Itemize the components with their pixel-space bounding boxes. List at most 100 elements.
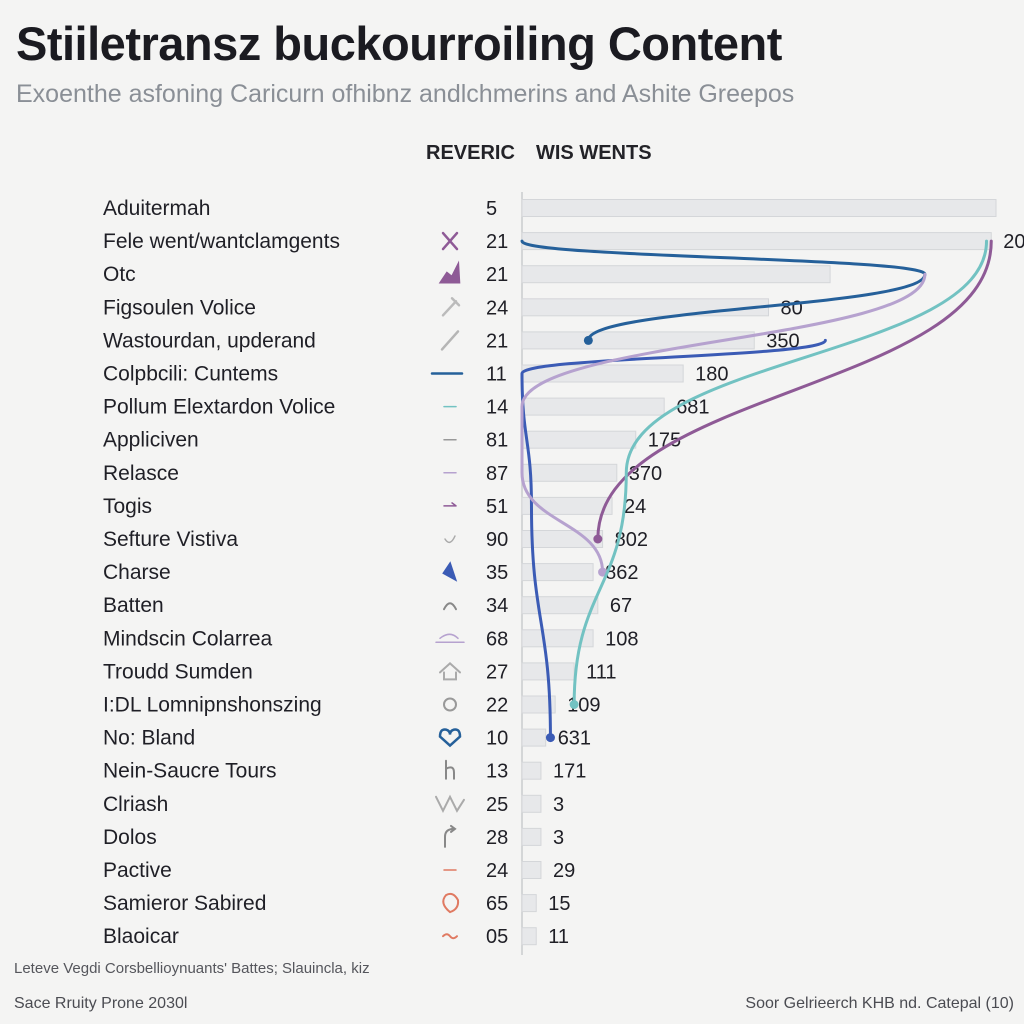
bar <box>521 232 992 251</box>
bar <box>521 629 594 648</box>
wins-value: 29 <box>553 860 575 882</box>
revenue-value: 25 <box>486 794 508 816</box>
bar <box>521 596 599 615</box>
category-label: Sefture Vistiva <box>103 528 238 551</box>
bar <box>521 463 618 482</box>
category-label: Nein-Saucre Tours <box>103 760 277 783</box>
wave-icon <box>435 633 465 644</box>
wins-value: 80 <box>780 297 802 319</box>
series-point <box>545 733 555 743</box>
wins-value: 3 <box>553 794 564 816</box>
series-point <box>593 534 603 544</box>
revenue-value: 10 <box>486 728 508 750</box>
tilde-icon <box>442 933 458 940</box>
wins-value: 175 <box>648 430 681 452</box>
revenue-value: 21 <box>486 264 508 286</box>
column-header-revenue: REVERIC <box>426 142 515 164</box>
category-label: Appliciven <box>103 429 199 452</box>
bar <box>521 430 637 449</box>
category-label: I:DL Lomnipnshonszing <box>103 694 322 717</box>
source-left: Sace Rruity Prone 2030l <box>14 995 188 1012</box>
footnote: Leteve Vegdi Corsbellioynuants' Battes; … <box>14 960 370 977</box>
category-label: Samieror Sabired <box>103 892 266 915</box>
series-point <box>569 700 579 709</box>
series-line <box>520 338 827 740</box>
chart-subtitle: Exoenthe asfoning Caricurn ofhibnz andlc… <box>16 80 795 108</box>
wins-value: 171 <box>553 761 586 783</box>
category-label: Otc <box>103 263 136 286</box>
category-label: Togis <box>103 495 152 518</box>
revenue-value: 87 <box>486 463 508 485</box>
category-label: Troudd Sumden <box>103 660 253 683</box>
revenue-value: 05 <box>486 926 508 948</box>
wins-value: 631 <box>558 728 591 750</box>
revenue-value: 11 <box>486 364 507 386</box>
heart-icon <box>438 728 462 748</box>
revenue-value: 65 <box>486 893 508 915</box>
wins-value: 180 <box>695 364 728 386</box>
revenue-value: 68 <box>486 628 508 650</box>
category-label: Figsoulen Volice <box>103 296 256 319</box>
category-label: Dolos <box>103 826 157 849</box>
circle-icon <box>443 697 457 712</box>
bar <box>521 496 613 515</box>
revenue-value: 21 <box>486 231 508 253</box>
revenue-value: 24 <box>486 860 508 882</box>
category-label: Fele went/wantclamgents <box>103 230 340 253</box>
loop-icon <box>442 892 460 914</box>
wins-value: 862 <box>605 562 638 584</box>
category-label: Clriash <box>103 793 168 816</box>
bar <box>521 695 556 714</box>
category-label: No: Bland <box>103 727 195 750</box>
category-label: Charse <box>103 561 171 584</box>
category-label: Pollum Elextardon Volice <box>103 396 335 419</box>
wins-value: 802 <box>615 529 648 551</box>
bar <box>521 861 542 879</box>
bar <box>521 199 997 217</box>
wins-value: 15 <box>548 893 570 915</box>
column-header-wins: WIS WENTS <box>536 142 652 164</box>
category-label: Mindscin Colarrea <box>103 627 273 650</box>
wins-value: 108 <box>605 628 638 650</box>
series-point <box>583 335 593 345</box>
wins-value: 370 <box>629 463 662 485</box>
revenue-value: 28 <box>486 827 508 849</box>
category-label: Wastourdan, upderand <box>103 329 316 352</box>
revenue-value: 81 <box>486 430 508 452</box>
revenue-value: 35 <box>486 562 508 584</box>
revenue-value: 21 <box>486 330 508 352</box>
tag-icon <box>441 297 461 317</box>
arch-icon <box>443 602 457 611</box>
category-label: Pactive <box>103 859 172 882</box>
bar <box>521 794 542 813</box>
wins-value: 3 <box>553 827 564 849</box>
wins-value: 350 <box>766 330 799 352</box>
revenue-value: 22 <box>486 695 508 717</box>
wins-value: 111 <box>586 661 616 683</box>
bar <box>521 761 542 780</box>
zigzag-icon <box>435 794 465 814</box>
revenue-value: 34 <box>486 595 508 617</box>
bar <box>521 563 594 582</box>
category-label: Batten <box>103 594 164 617</box>
series-line <box>572 239 989 706</box>
bar <box>521 827 542 846</box>
category-label: Blaoicar <box>103 925 179 948</box>
revenue-value: 27 <box>486 661 508 683</box>
series-line <box>520 239 927 342</box>
bar <box>521 298 769 317</box>
wins-value: 208 <box>1003 231 1024 253</box>
hook-icon <box>445 759 455 780</box>
wins-value: 67 <box>610 595 632 617</box>
bar <box>521 397 665 416</box>
bar <box>521 894 537 913</box>
wins-value: 11 <box>548 926 569 948</box>
wins-value: 24 <box>624 496 646 518</box>
bar <box>521 728 547 747</box>
revenue-value: 5 <box>486 198 497 220</box>
mountain-icon <box>438 260 461 284</box>
category-label: Aduitermah <box>103 197 210 220</box>
revenue-value: 90 <box>486 529 508 551</box>
category-label: Colpbcili: Cuntems <box>103 363 278 386</box>
bar <box>521 927 537 946</box>
